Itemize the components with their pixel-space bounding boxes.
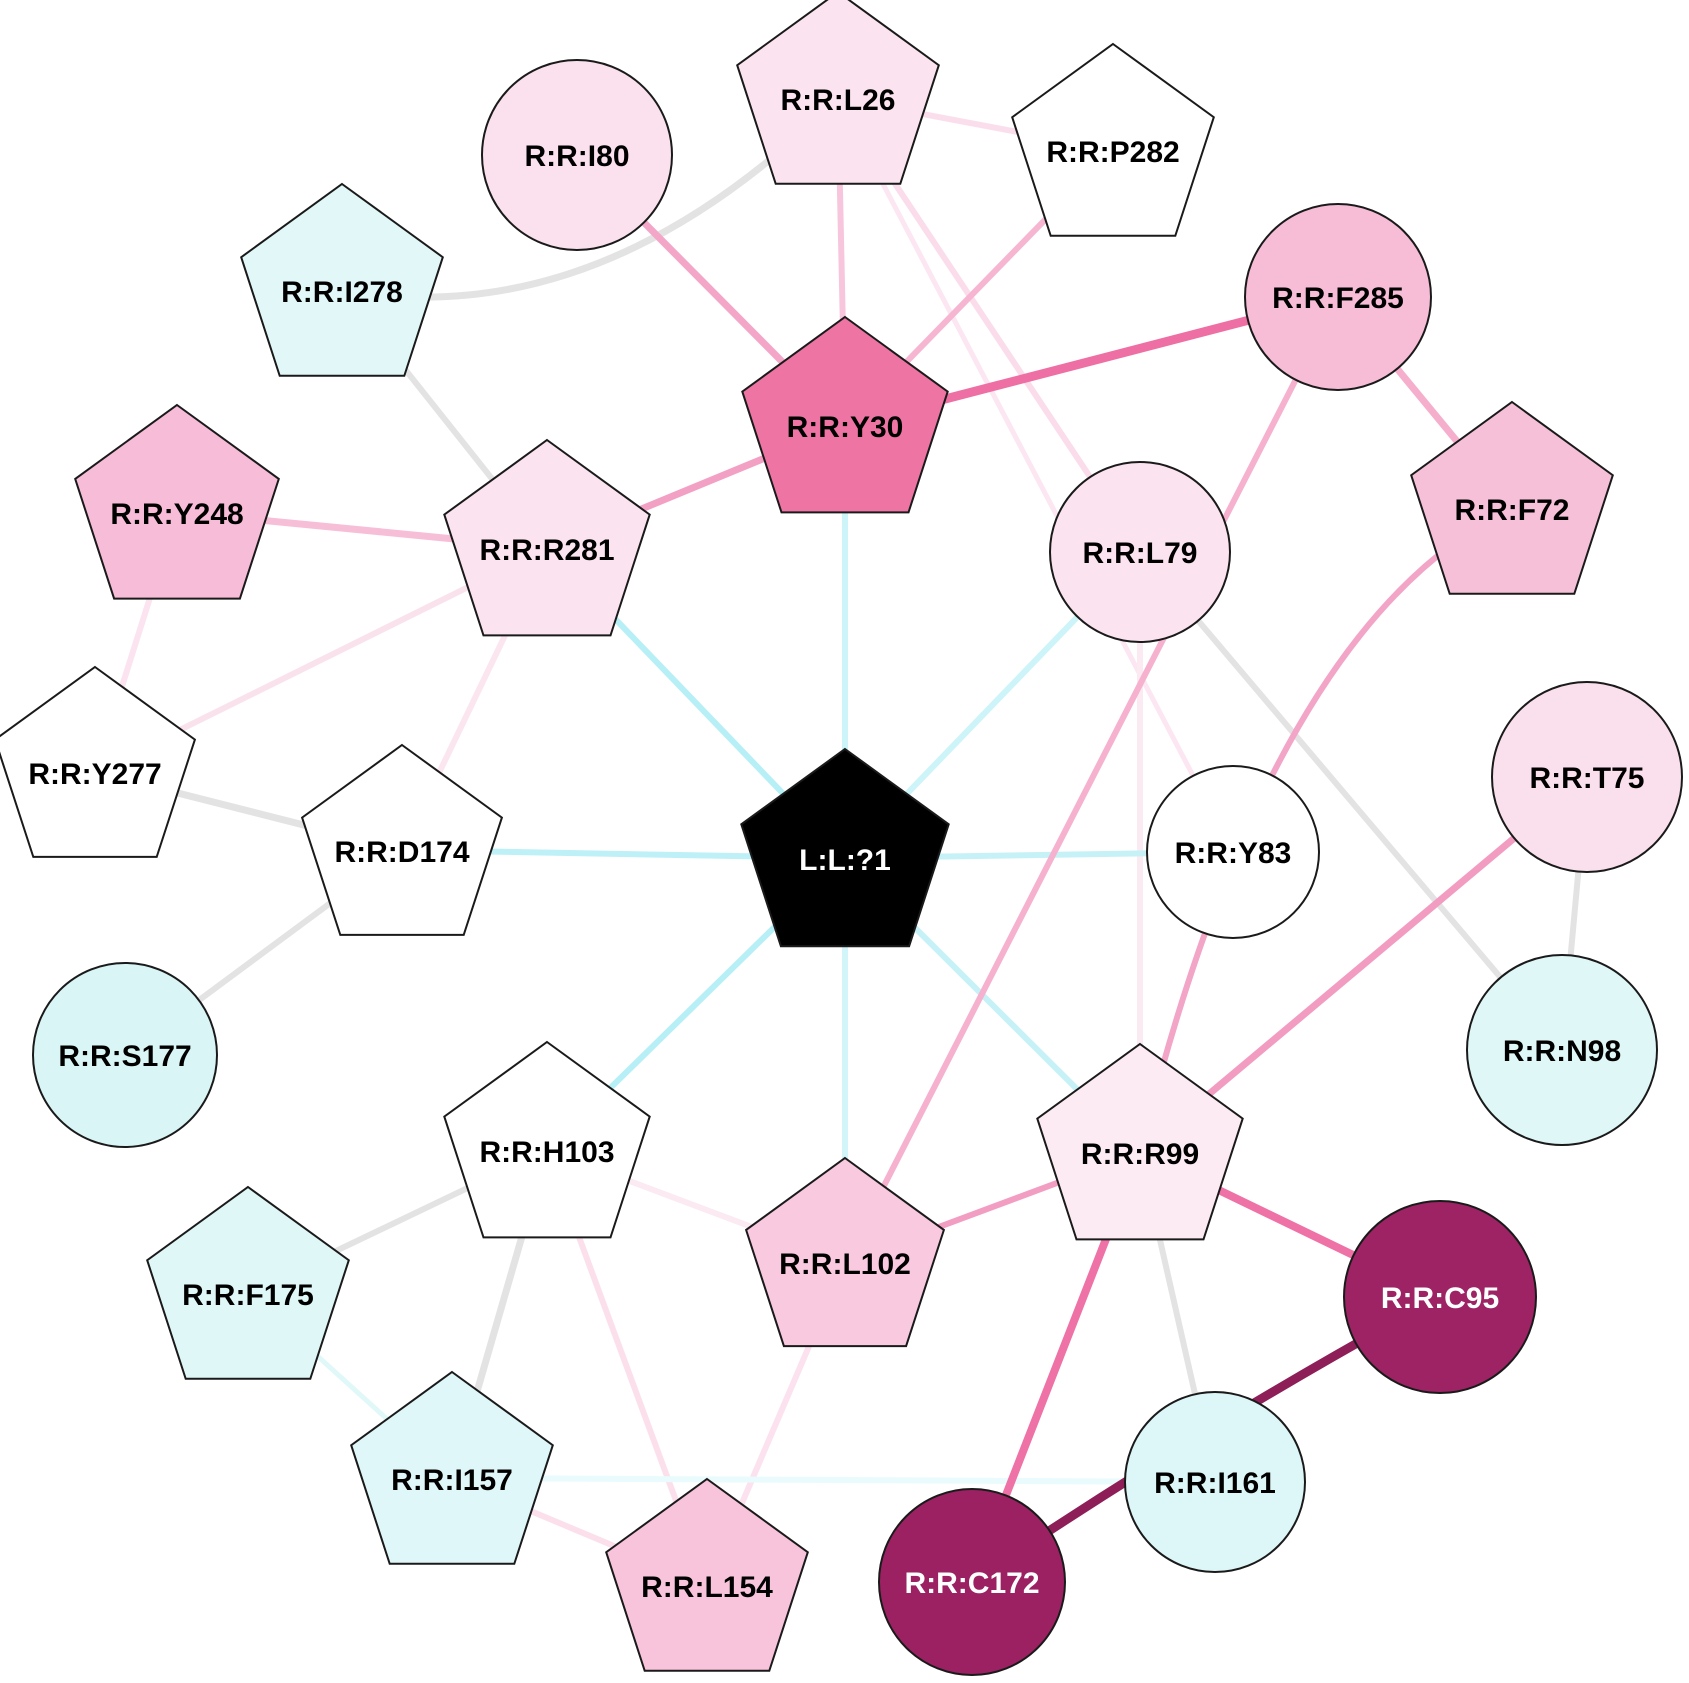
node-R:R:R99[interactable]: R:R:R99 [1036, 1042, 1244, 1241]
circle-shape[interactable] [32, 962, 218, 1148]
circle-shape[interactable] [1491, 681, 1683, 873]
edge-R:R:I157--R:R:I161 [449, 1475, 1218, 1485]
circle-shape[interactable] [481, 59, 673, 251]
node-R:R:L79[interactable]: R:R:L79 [1049, 461, 1231, 643]
node-R:R:R281[interactable]: R:R:R281 [443, 438, 651, 637]
node-R:R:Y30[interactable]: R:R:Y30 [741, 315, 949, 514]
node-R:R:L154[interactable]: R:R:L154 [605, 1477, 809, 1672]
edge-R:R:L26--R:R:Y83 [835, 95, 1236, 855]
edge-R:R:F285--R:R:L102 [842, 294, 1341, 1265]
pentagon-shape[interactable] [350, 1370, 554, 1565]
pentagon-shape[interactable] [1011, 42, 1215, 237]
circle-shape[interactable] [1466, 954, 1658, 1146]
circle-shape[interactable] [878, 1488, 1066, 1676]
node-R:R:I80[interactable]: R:R:I80 [481, 59, 673, 251]
pentagon-shape[interactable] [740, 747, 950, 948]
node-R:R:F72[interactable]: R:R:F72 [1410, 400, 1614, 595]
node-R:R:P282[interactable]: R:R:P282 [1011, 42, 1215, 237]
circle-shape[interactable] [1049, 461, 1231, 643]
pentagon-shape[interactable] [240, 182, 444, 377]
node-R:R:I161[interactable]: R:R:I161 [1124, 1391, 1306, 1573]
node-R:R:Y277[interactable]: R:R:Y277 [0, 665, 197, 858]
node-R:R:C95[interactable]: R:R:C95 [1343, 1200, 1537, 1394]
pentagon-shape[interactable] [744, 1156, 946, 1348]
edge-R:R:L79--R:R:N98 [1137, 549, 1565, 1053]
node-R:R:Y248[interactable]: R:R:Y248 [74, 403, 280, 600]
circle-shape[interactable] [1244, 203, 1432, 391]
circle-shape[interactable] [1124, 1391, 1306, 1573]
edge-R:R:R99--R:R:T75 [1136, 773, 1591, 1156]
node-R:R:L26[interactable]: R:R:L26 [736, 0, 940, 185]
pentagon-shape[interactable] [1410, 400, 1614, 595]
pentagon-shape[interactable] [443, 1040, 651, 1239]
circle-shape[interactable] [1146, 765, 1320, 939]
node-R:R:T75[interactable]: R:R:T75 [1491, 681, 1683, 873]
node-R:R:D174[interactable]: R:R:D174 [300, 743, 504, 936]
node-R:R:L102[interactable]: R:R:L102 [744, 1156, 946, 1348]
node-R:R:I278[interactable]: R:R:I278 [240, 182, 444, 377]
node-R:R:H103[interactable]: R:R:H103 [443, 1040, 651, 1239]
node-R:R:Y83[interactable]: R:R:Y83 [1146, 765, 1320, 939]
circle-shape[interactable] [1343, 1200, 1537, 1394]
pentagon-shape[interactable] [443, 438, 651, 637]
pentagon-shape[interactable] [0, 665, 197, 858]
node-R:R:N98[interactable]: R:R:N98 [1466, 954, 1658, 1146]
pentagon-shape[interactable] [741, 315, 949, 514]
node-R:R:F175[interactable]: R:R:F175 [146, 1185, 350, 1380]
node-R:R:C172[interactable]: R:R:C172 [878, 1488, 1066, 1676]
pentagon-shape[interactable] [736, 0, 940, 185]
pentagon-shape[interactable] [74, 403, 280, 600]
pentagon-shape[interactable] [1036, 1042, 1244, 1241]
pentagon-shape[interactable] [300, 743, 504, 936]
pentagon-shape[interactable] [146, 1185, 350, 1380]
node-R:R:S177[interactable]: R:R:S177 [32, 962, 218, 1148]
node-R:R:I157[interactable]: R:R:I157 [350, 1370, 554, 1565]
node-R:R:F285[interactable]: R:R:F285 [1244, 203, 1432, 391]
pentagon-shape[interactable] [605, 1477, 809, 1672]
